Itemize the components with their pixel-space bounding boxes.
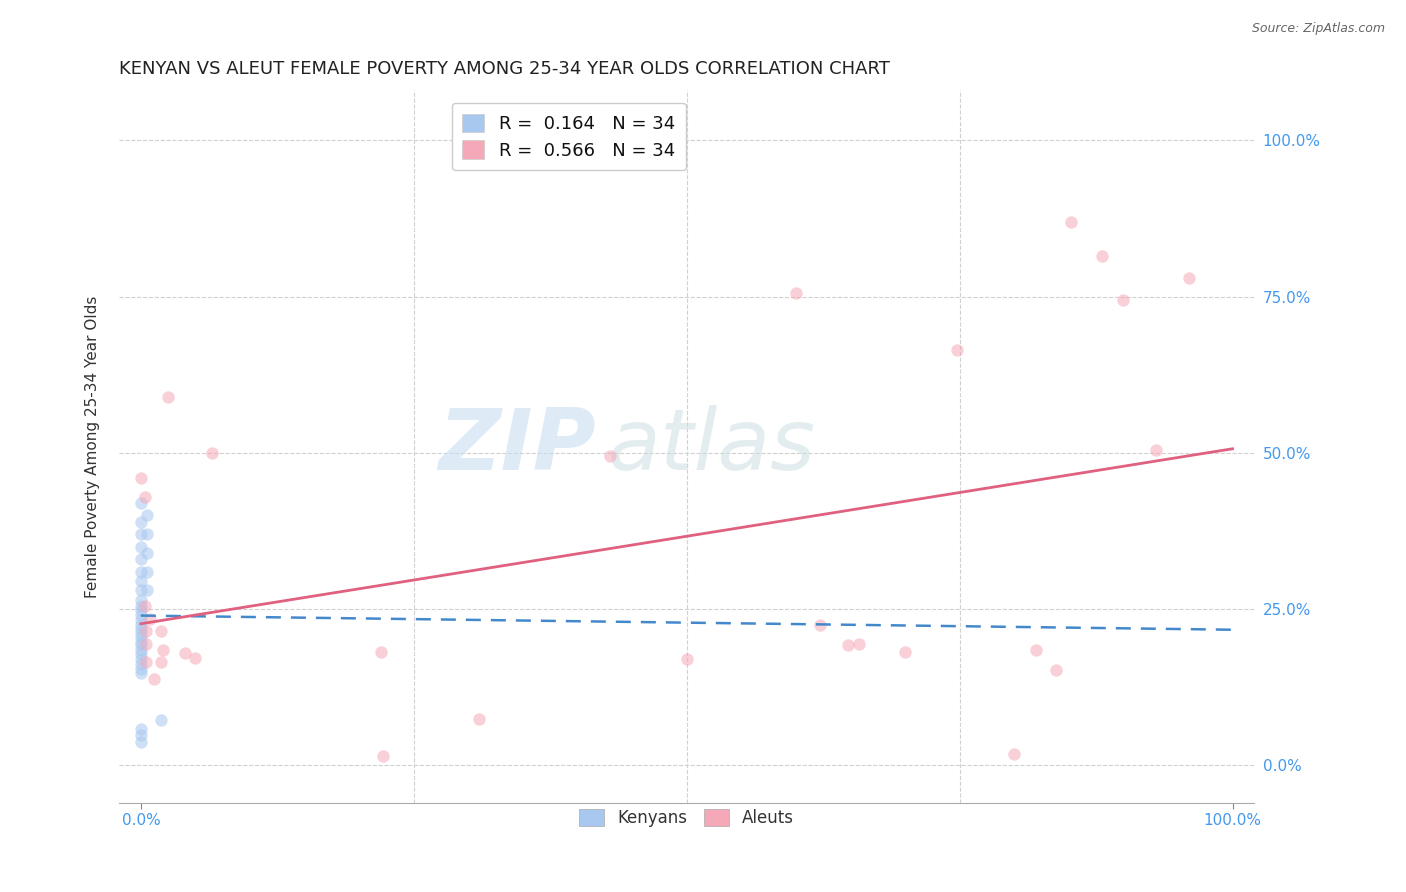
Point <box>138 611 160 625</box>
Point <box>129 608 152 623</box>
Point <box>1112 293 1135 307</box>
Point <box>157 390 180 404</box>
Point <box>184 651 207 665</box>
Point <box>136 527 159 541</box>
Point <box>129 661 152 675</box>
Point <box>848 636 870 650</box>
Point <box>129 515 152 529</box>
Point <box>1144 442 1167 457</box>
Point <box>149 714 172 728</box>
Point <box>1002 747 1025 762</box>
Point <box>370 645 392 659</box>
Point <box>129 583 152 598</box>
Point <box>129 552 152 566</box>
Point <box>129 639 152 653</box>
Point <box>134 490 156 504</box>
Point <box>129 565 152 579</box>
Point <box>468 712 491 726</box>
Point <box>837 639 859 653</box>
Point <box>1045 664 1067 678</box>
Point <box>129 592 152 607</box>
Point <box>149 624 172 638</box>
Point <box>129 630 152 644</box>
Text: ZIP: ZIP <box>439 405 596 488</box>
Point <box>129 642 152 657</box>
Point <box>129 540 152 554</box>
Point <box>136 508 159 523</box>
Point <box>129 665 152 680</box>
Point <box>201 446 224 460</box>
Point <box>373 749 395 764</box>
Point <box>129 574 152 588</box>
Y-axis label: Female Poverty Among 25-34 Year Olds: Female Poverty Among 25-34 Year Olds <box>86 295 100 598</box>
Point <box>135 636 157 650</box>
Point <box>173 646 195 660</box>
Point <box>136 565 159 579</box>
Point <box>143 672 166 686</box>
Point <box>808 617 831 632</box>
Point <box>129 722 152 736</box>
Point <box>129 728 152 742</box>
Point <box>129 634 152 648</box>
Point <box>1178 270 1201 285</box>
Point <box>1060 214 1083 228</box>
Point <box>129 657 152 671</box>
Point <box>129 734 152 748</box>
Point <box>129 527 152 541</box>
Legend: Kenyans, Aleuts: Kenyans, Aleuts <box>572 802 801 834</box>
Point <box>129 652 152 666</box>
Point <box>129 626 152 640</box>
Point <box>129 471 152 485</box>
Point <box>785 286 807 301</box>
Point <box>129 647 152 661</box>
Point <box>129 603 152 617</box>
Point <box>135 655 157 669</box>
Point <box>134 599 156 613</box>
Point <box>135 624 157 638</box>
Point <box>129 599 152 613</box>
Point <box>149 655 172 669</box>
Point <box>1090 249 1112 263</box>
Point <box>129 614 152 628</box>
Point <box>675 652 697 666</box>
Point <box>129 617 152 632</box>
Point <box>1025 642 1047 657</box>
Point <box>946 343 969 357</box>
Point <box>129 622 152 636</box>
Text: KENYAN VS ALEUT FEMALE POVERTY AMONG 25-34 YEAR OLDS CORRELATION CHART: KENYAN VS ALEUT FEMALE POVERTY AMONG 25-… <box>120 60 890 78</box>
Point <box>599 449 621 463</box>
Point <box>129 496 152 510</box>
Point <box>894 645 917 659</box>
Point <box>136 546 159 560</box>
Point <box>136 583 159 598</box>
Point <box>152 642 174 657</box>
Text: atlas: atlas <box>607 405 815 488</box>
Text: Source: ZipAtlas.com: Source: ZipAtlas.com <box>1251 22 1385 36</box>
